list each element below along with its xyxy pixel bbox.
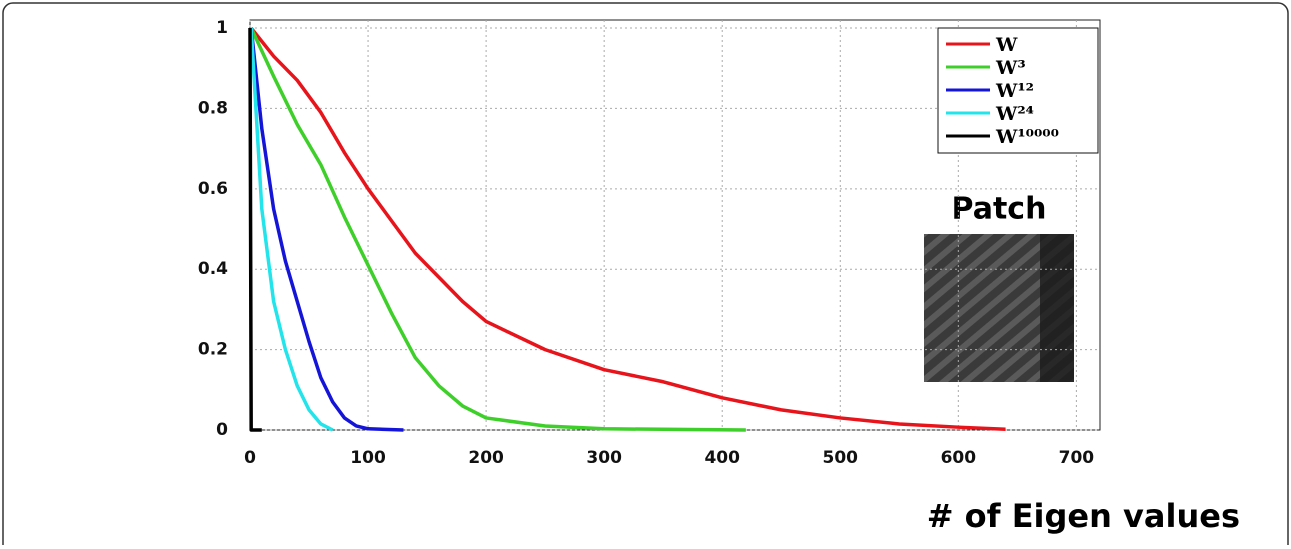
- series-line: [251, 28, 746, 430]
- y-tick-label: 0.2: [198, 340, 228, 360]
- annotation: Patch: [952, 192, 1047, 227]
- x-axis-label: # of Eigen values: [927, 497, 1240, 535]
- patch-image-edge: [1040, 234, 1074, 382]
- legend-label: W²⁴: [995, 103, 1034, 125]
- legend-label: W¹²: [995, 80, 1034, 102]
- x-tick-label: 500: [823, 448, 859, 468]
- y-tick-label: 0: [216, 420, 228, 440]
- y-tick-label: 1: [216, 18, 228, 38]
- y-tick-label: 0.6: [198, 179, 228, 199]
- chart: Patch # of Eigen values 0 0.2 0.4 0.6 0.8 1 0 1…: [0, 0, 1291, 545]
- x-tick-label: 400: [704, 448, 740, 468]
- series-line: [251, 28, 1005, 429]
- x-tick-label: 0: [244, 448, 256, 468]
- series-line: [251, 28, 332, 430]
- legend-label: W³: [995, 57, 1026, 79]
- x-tick-label: 200: [468, 448, 504, 468]
- y-tick-label: 0.4: [198, 259, 228, 279]
- x-tick-label: 600: [941, 448, 977, 468]
- y-tick-label: 0.8: [198, 98, 228, 118]
- x-tick-label: 100: [350, 448, 386, 468]
- legend-label: W: [995, 34, 1018, 56]
- page: {"chart_data": {"type": "line", "xlabel"…: [0, 0, 1291, 545]
- legend-label: W¹⁰⁰⁰⁰: [995, 126, 1059, 148]
- x-tick-label: 300: [586, 448, 622, 468]
- series-line: [251, 28, 403, 430]
- x-tick-label: 700: [1059, 448, 1095, 468]
